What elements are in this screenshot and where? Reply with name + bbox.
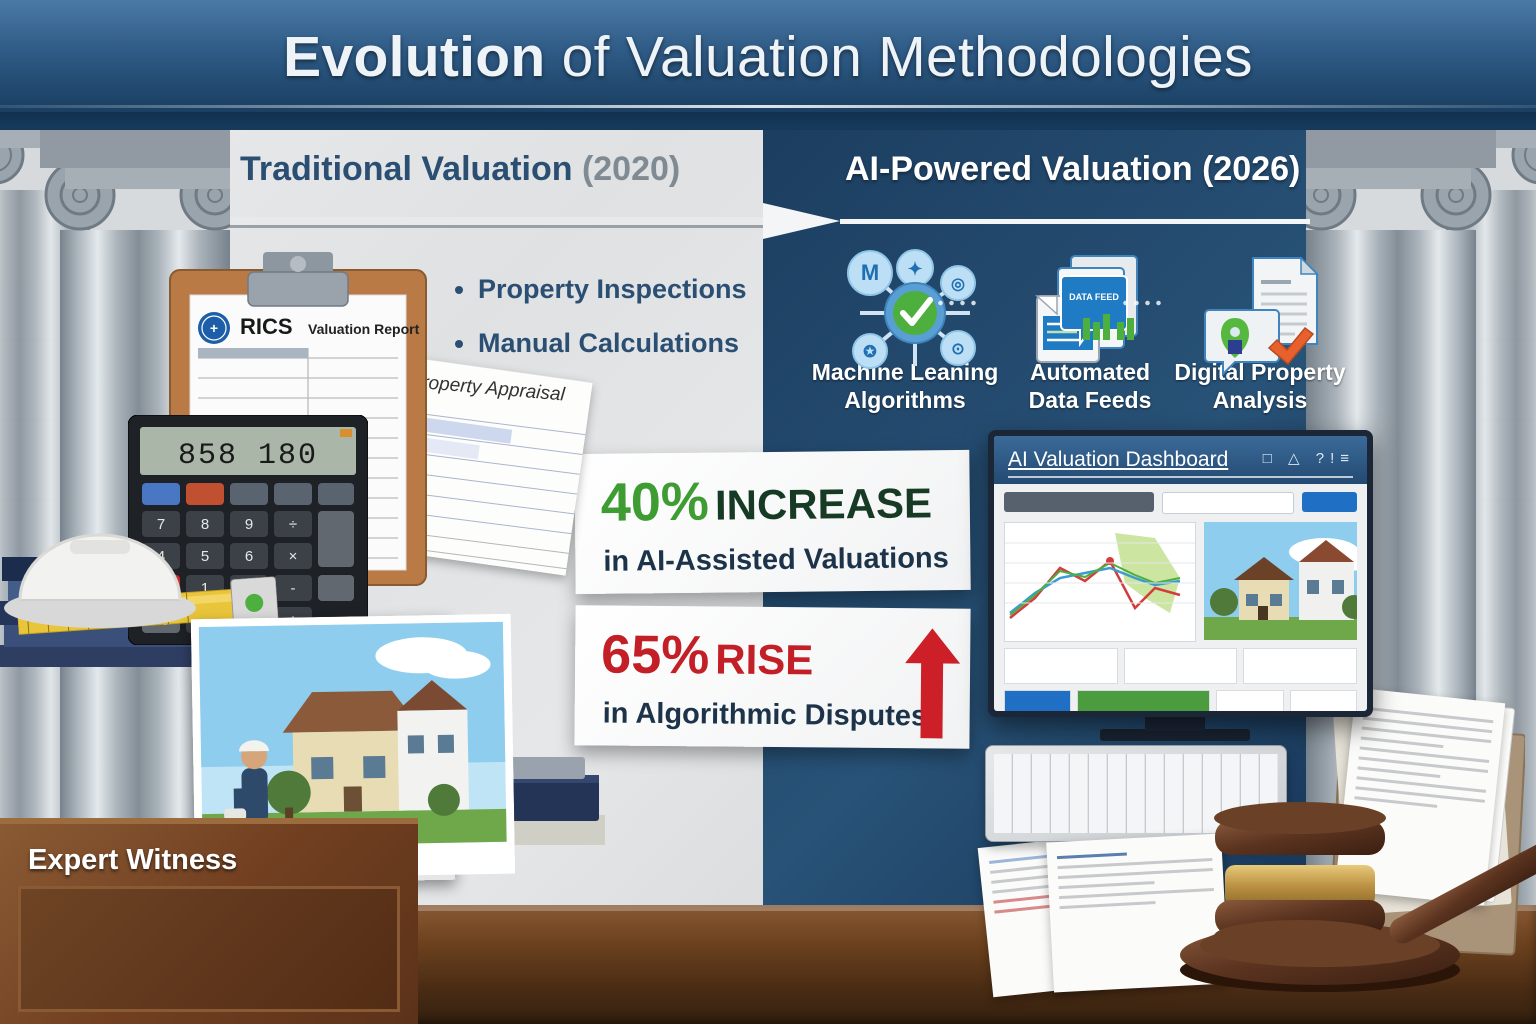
svg-text:✪: ✪ xyxy=(863,344,877,361)
svg-text:8: 8 xyxy=(201,516,209,533)
svg-text:÷: ÷ xyxy=(289,516,297,533)
svg-text:⊙: ⊙ xyxy=(951,341,964,358)
svg-text:Valuation Report: Valuation Report xyxy=(308,321,420,337)
svg-text:9: 9 xyxy=(245,516,253,533)
svg-text:DATA FEED: DATA FEED xyxy=(1069,292,1119,302)
svg-text:5: 5 xyxy=(201,548,209,565)
svg-text:6: 6 xyxy=(245,548,253,565)
svg-text:✦: ✦ xyxy=(907,259,922,279)
svg-text:◎: ◎ xyxy=(951,276,965,293)
svg-text:×: × xyxy=(289,548,298,565)
svg-text:M: M xyxy=(861,260,879,285)
svg-text:-: - xyxy=(291,580,296,597)
svg-text:858 180: 858 180 xyxy=(178,439,318,473)
svg-text:RICS: RICS xyxy=(240,314,293,339)
svg-text:+: + xyxy=(210,320,218,336)
